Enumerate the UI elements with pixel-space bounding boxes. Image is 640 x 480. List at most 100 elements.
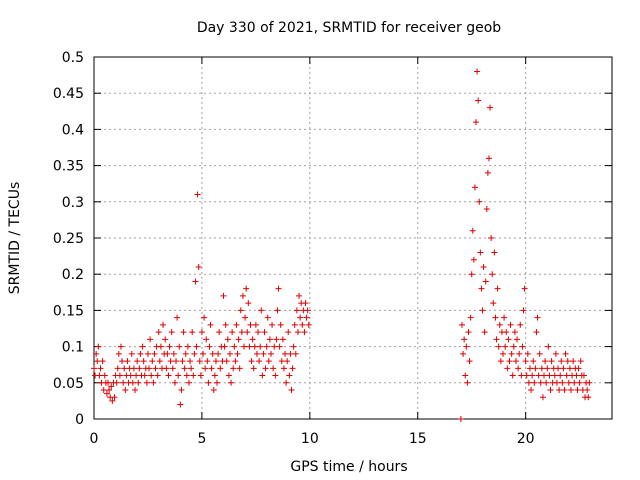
y-tick-label: 0.15 [53,303,84,319]
data-point [109,397,116,404]
data-point [469,227,476,234]
data-point [201,314,208,321]
data-point [207,321,214,328]
data-point [460,350,467,357]
data-point [476,198,483,205]
data-point [561,387,568,394]
data-point [203,336,210,343]
y-tick-label: 0.25 [53,231,84,247]
data-point [468,271,475,278]
data-point [95,343,102,350]
data-point [536,350,543,357]
data-point [135,379,142,386]
data-point [535,372,542,379]
data-point [290,343,297,350]
data-point [233,321,240,328]
data-point [133,372,140,379]
data-point [301,329,308,336]
data-point [257,343,264,350]
data-point [557,372,564,379]
data-point [512,358,519,365]
data-point [537,379,544,386]
data-point [220,292,227,299]
data-point [558,358,565,365]
data-point [157,343,164,350]
data-point [277,321,284,328]
data-point [276,343,283,350]
data-point [169,365,176,372]
data-point [180,329,187,336]
data-point [247,321,254,328]
data-point [490,300,497,307]
data-point [545,343,552,350]
data-point [160,321,167,328]
data-point [463,343,470,350]
data-point [243,285,250,292]
data-point [264,314,271,321]
y-tick-label: 0.3 [62,195,84,211]
data-point [273,336,280,343]
data-point [103,390,110,397]
data-point [500,350,507,357]
data-point [570,358,577,365]
data-point [221,343,228,350]
data-point [272,372,279,379]
data-point [149,358,156,365]
data-point [140,358,147,365]
data-point [143,379,150,386]
data-point [223,358,230,365]
data-point [560,365,567,372]
data-point [458,321,465,328]
data-point [275,285,282,292]
data-point [479,307,486,314]
data-point [178,387,185,394]
y-axis-label: SRMTID / TECUs [7,182,23,295]
data-point [151,350,158,357]
data-point [150,379,157,386]
data-point [91,365,97,372]
data-point [538,365,545,372]
data-point [562,350,569,357]
y-tick-label: 0.5 [62,50,84,66]
chart-title: Day 330 of 2021, SRMTID for receiver geo… [197,20,501,36]
data-point [539,394,546,401]
data-point [234,350,241,357]
data-point [136,365,143,372]
data-point [117,343,124,350]
data-point [575,365,582,372]
data-point [235,336,242,343]
data-point [167,358,174,365]
data-point [231,343,238,350]
data-point [111,394,118,401]
data-point [194,191,201,198]
data-point [108,383,115,390]
data-point [565,379,572,386]
data-point [484,169,491,176]
data-point [514,336,521,343]
data-point [552,350,559,357]
data-point [119,358,126,365]
data-point [502,343,509,350]
data-point [282,350,289,357]
data-point [163,365,170,372]
data-point [249,336,256,343]
data-point [470,256,477,263]
data-point [246,343,253,350]
data-point [523,372,530,379]
data-point [260,350,267,357]
data-point [255,329,262,336]
data-point [576,379,583,386]
data-point [210,387,217,394]
data-point [261,329,268,336]
data-point [228,379,235,386]
data-point [114,365,121,372]
data-point [132,387,139,394]
x-axis-label: GPS time / hours [290,459,407,475]
data-point [105,379,112,386]
data-point [130,365,137,372]
data-point [113,379,120,386]
data-point [156,358,163,365]
data-point [176,343,183,350]
data-point [181,365,188,372]
data-point [129,379,136,386]
